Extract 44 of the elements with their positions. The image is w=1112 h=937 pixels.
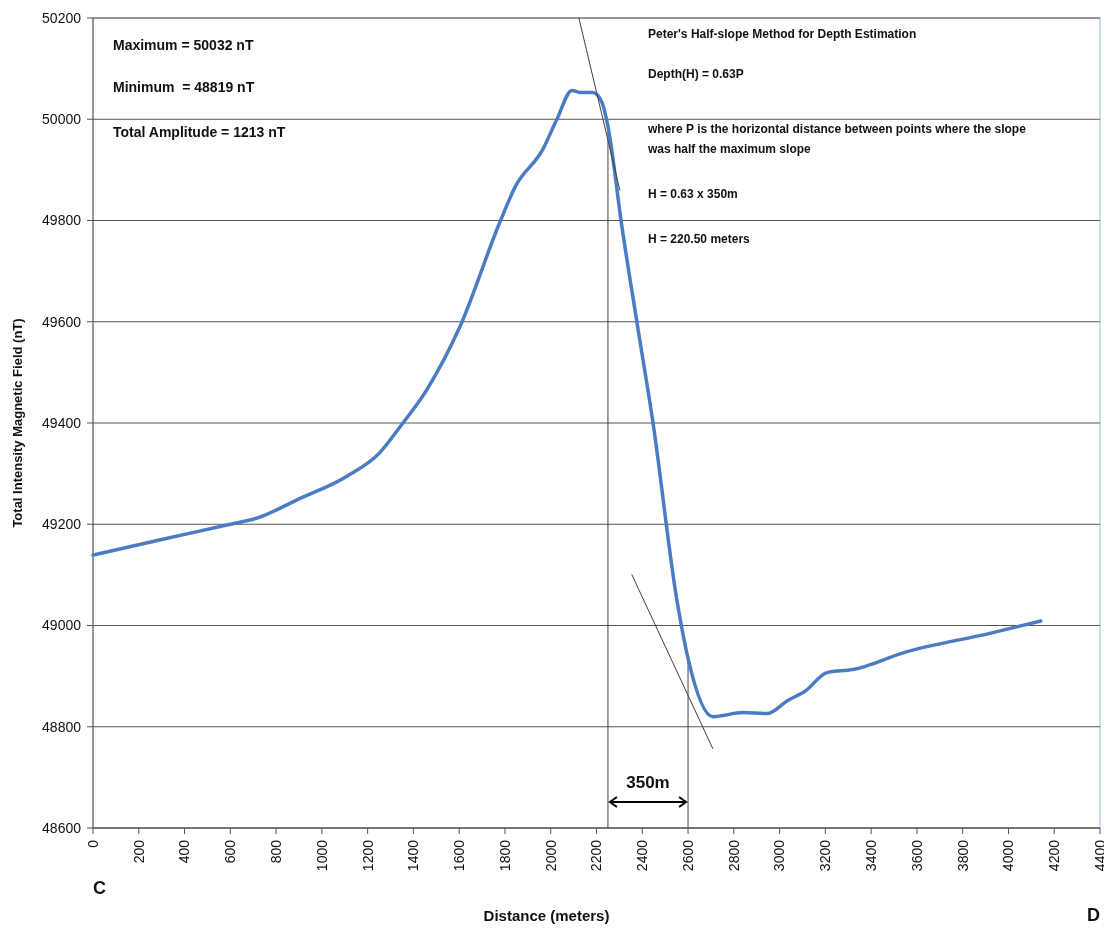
annotation: H = 0.63 x 350m	[648, 187, 738, 201]
x-tick-label: 2000	[542, 839, 559, 872]
annotation: 350m	[626, 773, 670, 792]
y-tick-label: 50000	[42, 111, 82, 128]
y-tick-label: 50200	[42, 9, 82, 26]
y-tick-label: 49000	[42, 617, 82, 634]
y-tick-label: 49200	[42, 516, 82, 533]
text: D	[1087, 905, 1100, 925]
y-tick-label: 49400	[42, 414, 82, 431]
x-tick-label: 400	[176, 839, 193, 864]
x-tick-label: 3200	[817, 839, 834, 872]
text: C	[93, 878, 106, 898]
y-tick-label: 49600	[42, 313, 82, 330]
x-tick-label: 800	[267, 839, 284, 864]
x-tick-label: 3600	[908, 839, 925, 872]
x-tick-label: 2800	[725, 839, 742, 872]
x-tick-label: 4200	[1046, 839, 1063, 872]
x-tick-label: 3800	[954, 839, 971, 872]
x-tick-label: 3000	[771, 839, 788, 872]
annotation: Peter's Half-slope Method for Depth Estimation	[648, 27, 917, 41]
x-tick-label: 1000	[313, 839, 330, 872]
x-tick-label: 4000	[1000, 839, 1017, 872]
annotation: Total Amplitude = 1213 nT	[113, 124, 286, 140]
x-tick-label: 200	[130, 839, 147, 864]
annotation: Maximum = 50032 nT	[113, 37, 254, 53]
x-tick-label: 2200	[588, 839, 605, 872]
x-tick-label: 0	[84, 839, 101, 848]
x-tick-label: 3400	[863, 839, 880, 872]
x-tick-label: 1800	[496, 839, 513, 872]
annotation: H = 220.50 meters	[648, 232, 751, 246]
y-tick-label: 49800	[42, 212, 82, 229]
annotation: Depth(H) = 0.63P	[648, 67, 744, 81]
x-tick-label: 2600	[679, 839, 696, 872]
x-tick-label: 600	[222, 839, 239, 864]
x-tick-label: 2400	[634, 839, 651, 872]
annotation: where P is the horizontal distance between points where the slope was half the maximum slope	[647, 122, 1027, 156]
x-tick-label: 1400	[405, 839, 422, 872]
y-axis-title: Total Intensity Magnetic Field (nT)	[10, 318, 25, 528]
x-tick-label: 1600	[451, 839, 468, 872]
x-axis-title: Distance (meters)	[483, 907, 610, 924]
annotation: Minimum = 48819 nT	[113, 79, 255, 95]
x-tick-label: 1200	[359, 839, 376, 872]
y-tick-label: 48600	[42, 819, 82, 836]
y-tick-label: 48800	[42, 718, 82, 735]
